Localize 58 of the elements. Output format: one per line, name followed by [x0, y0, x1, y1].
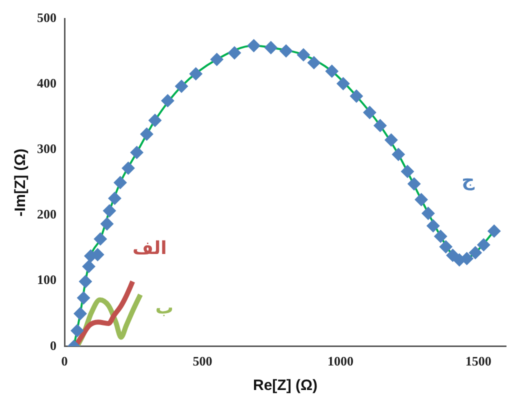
point — [384, 134, 398, 147]
point — [70, 324, 84, 338]
point — [77, 291, 90, 304]
point — [446, 248, 460, 262]
point — [100, 217, 114, 230]
point — [228, 46, 241, 60]
point — [82, 260, 96, 273]
point — [363, 106, 376, 119]
y-tick-label: 500 — [37, 10, 56, 26]
point — [408, 177, 421, 190]
x-tick-label: 1500 — [465, 354, 492, 369]
point — [264, 41, 278, 54]
point — [78, 275, 92, 288]
series-label: ج — [462, 170, 475, 191]
series-label: ب — [155, 297, 174, 318]
point — [189, 67, 202, 80]
point — [74, 307, 87, 320]
point — [108, 192, 122, 205]
point — [426, 219, 440, 232]
series-label: الف — [132, 238, 167, 260]
point — [130, 146, 144, 159]
point — [414, 193, 428, 206]
point — [296, 48, 310, 62]
point — [280, 44, 293, 58]
point — [336, 77, 350, 90]
point — [247, 39, 260, 52]
x-axis-title: Re[Z] (Ω) — [252, 377, 318, 394]
point — [122, 162, 135, 175]
point — [94, 232, 107, 246]
point — [350, 90, 363, 103]
point — [434, 230, 448, 243]
y-tick-label: 0 — [50, 338, 56, 353]
point — [468, 246, 482, 260]
point — [307, 56, 320, 70]
y-tick-label: 300 — [37, 141, 56, 156]
point — [325, 64, 338, 78]
point — [148, 114, 162, 127]
point — [400, 164, 414, 178]
y-tick-label: 200 — [37, 206, 56, 222]
point — [140, 128, 154, 141]
point — [488, 224, 501, 238]
point — [374, 119, 387, 132]
point — [161, 94, 174, 108]
point — [392, 148, 405, 161]
y-tick-label: 100 — [37, 272, 56, 288]
point — [439, 240, 452, 254]
y-axis-title: -Im[Z] (Ω) — [12, 148, 30, 217]
point — [114, 176, 127, 190]
y-tick-label: 400 — [37, 76, 56, 91]
x-tick-label: 1000 — [327, 354, 354, 369]
point — [422, 206, 435, 220]
point — [477, 238, 490, 252]
point — [210, 52, 224, 66]
x-tick-label: 500 — [192, 354, 212, 369]
point — [102, 204, 116, 218]
point — [460, 252, 474, 266]
x-tick-label: 0 — [61, 354, 68, 369]
point — [175, 80, 188, 93]
